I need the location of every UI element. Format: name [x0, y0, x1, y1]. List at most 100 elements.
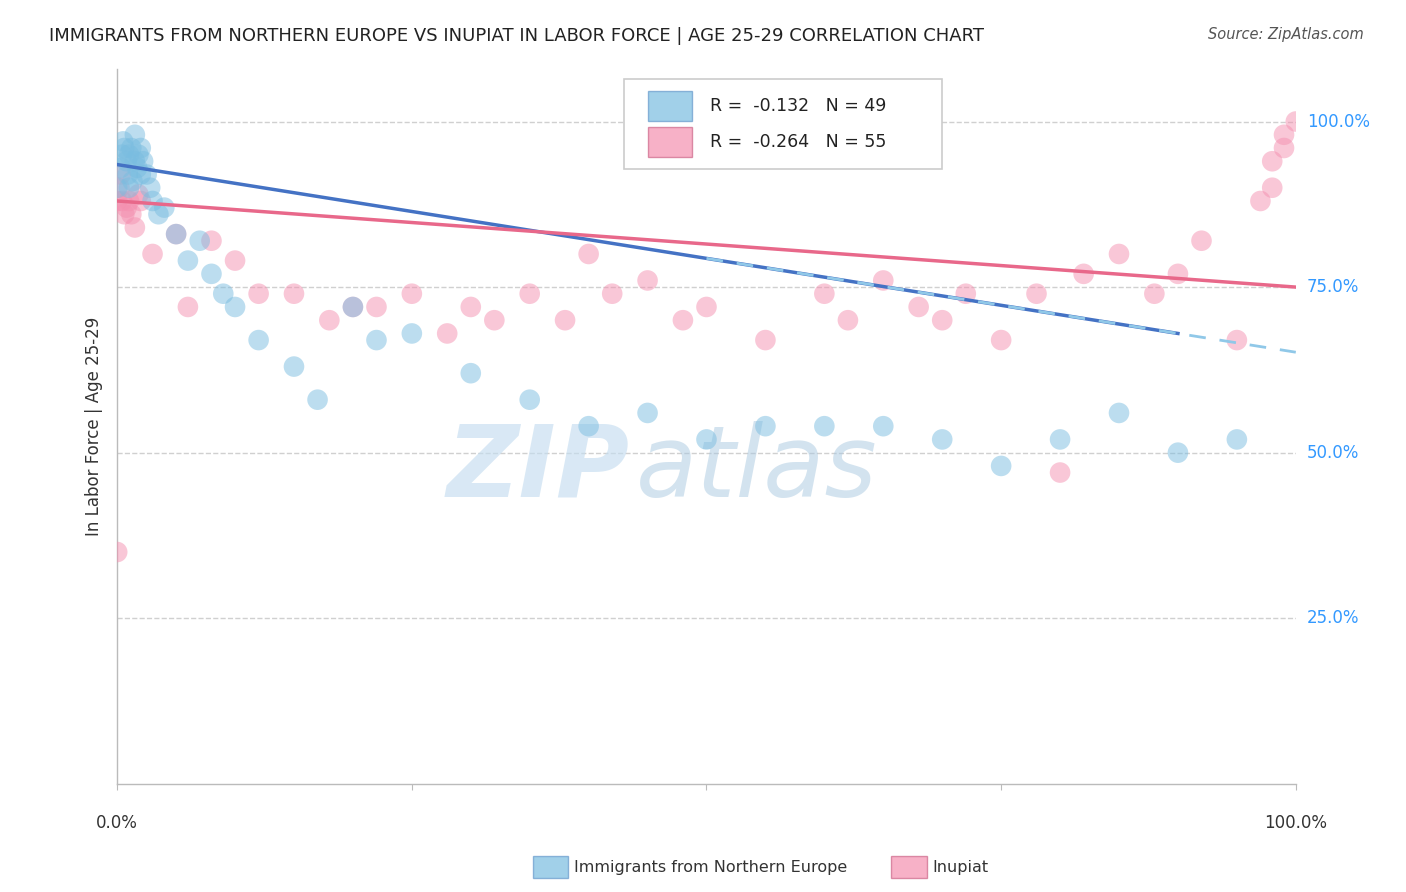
Point [1191, 234, 1213, 248]
Point [1249, 194, 1271, 208]
Point [460, 366, 482, 380]
Point [1261, 154, 1284, 169]
Point [519, 286, 541, 301]
Point [754, 419, 776, 434]
Point [129, 194, 152, 208]
Text: 50.0%: 50.0% [1308, 443, 1360, 462]
Point [247, 333, 270, 347]
Point [754, 333, 776, 347]
Point [118, 194, 141, 208]
Point [141, 247, 163, 261]
Text: R =  -0.132   N = 49: R = -0.132 N = 49 [710, 97, 886, 115]
Point [342, 300, 364, 314]
Point [110, 161, 132, 175]
Point [484, 313, 506, 327]
Point [112, 207, 135, 221]
Point [129, 141, 152, 155]
Point [165, 227, 187, 241]
Point [105, 545, 128, 559]
Point [366, 300, 388, 314]
Text: IMMIGRANTS FROM NORTHERN EUROPE VS INUPIAT IN LABOR FORCE | AGE 25-29 CORRELATIO: IMMIGRANTS FROM NORTHERN EUROPE VS INUPI… [49, 27, 984, 45]
Point [1285, 114, 1308, 128]
Point [955, 286, 977, 301]
Point [135, 168, 157, 182]
Point [127, 187, 149, 202]
Point [200, 267, 222, 281]
Text: 75.0%: 75.0% [1308, 278, 1360, 296]
Point [931, 313, 953, 327]
Point [436, 326, 458, 341]
Bar [648, 127, 692, 157]
Point [990, 333, 1012, 347]
Point [1167, 267, 1189, 281]
Text: 100.0%: 100.0% [1264, 814, 1327, 832]
Point [837, 313, 859, 327]
Point [1108, 247, 1130, 261]
Point [695, 300, 717, 314]
Point [105, 180, 128, 194]
Point [124, 220, 146, 235]
Point [115, 154, 138, 169]
Point [283, 359, 305, 374]
Point [165, 227, 187, 241]
Point [637, 406, 659, 420]
Text: 25.0%: 25.0% [1308, 609, 1360, 627]
Text: Source: ZipAtlas.com: Source: ZipAtlas.com [1208, 27, 1364, 42]
Point [1143, 286, 1166, 301]
Point [124, 154, 146, 169]
Point [554, 313, 576, 327]
Point [1226, 333, 1249, 347]
Point [120, 141, 142, 155]
Point [1272, 141, 1295, 155]
Point [124, 128, 146, 142]
Point [139, 180, 162, 194]
Text: atlas: atlas [636, 421, 877, 517]
Point [224, 253, 246, 268]
Point [813, 286, 835, 301]
FancyBboxPatch shape [624, 79, 942, 169]
Point [1272, 128, 1295, 142]
Point [141, 194, 163, 208]
Point [283, 286, 305, 301]
Point [366, 333, 388, 347]
Point [224, 300, 246, 314]
Text: Immigrants from Northern Europe: Immigrants from Northern Europe [574, 860, 846, 874]
Point [1025, 286, 1047, 301]
Point [1261, 180, 1284, 194]
Point [112, 141, 135, 155]
Point [118, 180, 141, 194]
Text: 100.0%: 100.0% [1308, 112, 1369, 130]
Point [460, 300, 482, 314]
Point [148, 207, 170, 221]
Point [120, 207, 142, 221]
Point [907, 300, 929, 314]
Point [117, 168, 139, 182]
Text: 0.0%: 0.0% [96, 814, 138, 832]
Point [105, 194, 128, 208]
Point [931, 433, 953, 447]
Point [177, 253, 200, 268]
Point [1049, 466, 1071, 480]
Point [1049, 433, 1071, 447]
Point [118, 147, 141, 161]
Point [112, 134, 135, 148]
Text: Inupiat: Inupiat [932, 860, 988, 874]
Point [813, 419, 835, 434]
Point [247, 286, 270, 301]
Point [115, 201, 138, 215]
Text: R =  -0.264   N = 55: R = -0.264 N = 55 [710, 133, 886, 151]
Point [401, 286, 423, 301]
Point [1108, 406, 1130, 420]
Point [188, 234, 211, 248]
Point [401, 326, 423, 341]
Point [1167, 445, 1189, 459]
Point [110, 168, 132, 182]
Point [129, 168, 152, 182]
Point [672, 313, 695, 327]
Text: ZIP: ZIP [447, 421, 630, 517]
Point [318, 313, 340, 327]
Point [519, 392, 541, 407]
Point [153, 201, 176, 215]
Point [111, 194, 134, 208]
Point [1073, 267, 1095, 281]
